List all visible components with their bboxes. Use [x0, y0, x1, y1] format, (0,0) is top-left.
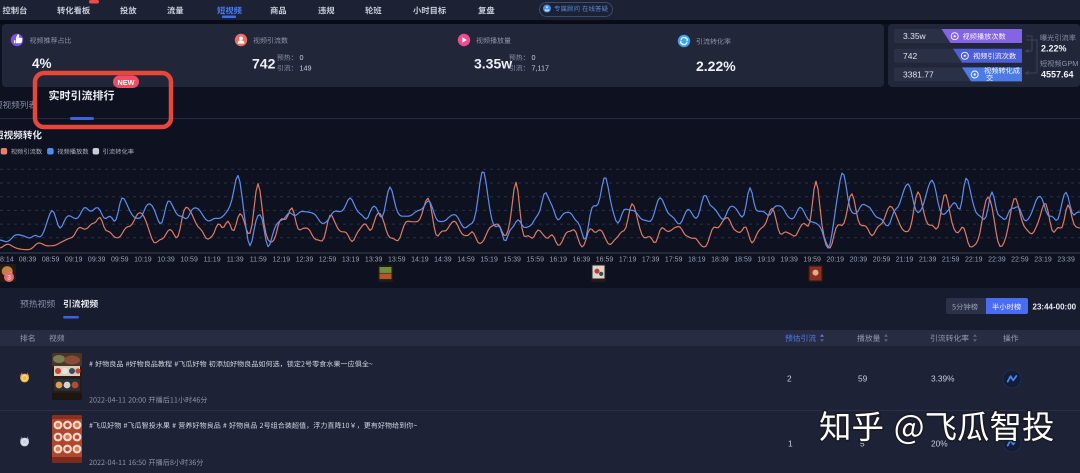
- svg-text:2.22%: 2.22%: [696, 58, 736, 74]
- svg-text:22:39: 22:39: [988, 257, 1006, 264]
- svg-text:23:44-00:00: 23:44-00:00: [1033, 303, 1077, 312]
- svg-text:17:19: 17:19: [619, 257, 637, 264]
- svg-text:4557.64: 4557.64: [1041, 69, 1074, 79]
- svg-text:15:39: 15:39: [503, 257, 521, 264]
- svg-text:12:59: 12:59: [319, 257, 337, 264]
- svg-text:20:19: 20:19: [827, 257, 845, 264]
- svg-text:15:59: 15:59: [527, 257, 545, 264]
- svg-text:23:19: 23:19: [1034, 257, 1052, 264]
- svg-text:18:19: 18:19: [688, 257, 706, 264]
- svg-text:19:59: 19:59: [803, 257, 821, 264]
- svg-text:21:39: 21:39: [919, 257, 937, 264]
- svg-text:16:19: 16:19: [550, 257, 568, 264]
- svg-text:NEW: NEW: [117, 78, 134, 87]
- svg-text:4%: 4%: [32, 56, 52, 71]
- svg-text:21:19: 21:19: [896, 257, 914, 264]
- svg-text:09:19: 09:19: [65, 257, 83, 264]
- svg-text:GPM: GPM: [1062, 59, 1079, 68]
- svg-text:13:59: 13:59: [388, 257, 406, 264]
- svg-text:11:19: 11:19: [204, 257, 221, 264]
- svg-text:20:59: 20:59: [873, 257, 891, 264]
- svg-text:10:59: 10:59: [180, 257, 198, 264]
- svg-text:18:39: 18:39: [711, 257, 729, 264]
- svg-text:3.39%: 3.39%: [931, 374, 955, 384]
- svg-text:18:59: 18:59: [734, 257, 752, 264]
- svg-text:13:19: 13:19: [342, 257, 360, 264]
- svg-text:2.22%: 2.22%: [1041, 43, 1067, 53]
- svg-text:742: 742: [252, 56, 276, 72]
- svg-text:3: 3: [7, 275, 11, 282]
- svg-text:14:39: 14:39: [434, 257, 452, 264]
- svg-text:22:19: 22:19: [965, 257, 983, 264]
- svg-text:20%: 20%: [931, 439, 948, 449]
- svg-text:17:39: 17:39: [642, 257, 660, 264]
- svg-text:149: 149: [300, 64, 312, 73]
- svg-text:0: 0: [532, 53, 536, 62]
- svg-text:15:19: 15:19: [480, 257, 498, 264]
- svg-text:19:19: 19:19: [757, 257, 775, 264]
- svg-text:3.35w: 3.35w: [474, 56, 512, 72]
- svg-text:08:39: 08:39: [19, 257, 37, 264]
- svg-text:09:39: 09:39: [88, 257, 106, 264]
- svg-text:10:19: 10:19: [134, 257, 152, 264]
- svg-text:11:59: 11:59: [250, 257, 267, 264]
- svg-text:14:19: 14:19: [411, 257, 429, 264]
- svg-text:16:59: 16:59: [596, 257, 614, 264]
- svg-text:08:59: 08:59: [42, 257, 60, 264]
- svg-text:09:59: 09:59: [111, 257, 129, 264]
- svg-text:17:59: 17:59: [665, 257, 683, 264]
- svg-text:0: 0: [300, 53, 304, 62]
- svg-text:742: 742: [903, 51, 917, 61]
- svg-text:3.35w: 3.35w: [903, 31, 927, 41]
- svg-text:8:14: 8:14: [0, 257, 14, 264]
- svg-text:16:39: 16:39: [573, 257, 591, 264]
- svg-text:20:39: 20:39: [850, 257, 868, 264]
- svg-text:12:19: 12:19: [273, 257, 291, 264]
- svg-text:10:39: 10:39: [157, 257, 175, 264]
- svg-text:12:39: 12:39: [296, 257, 314, 264]
- svg-text:11:39: 11:39: [227, 257, 244, 264]
- svg-text:2: 2: [787, 374, 792, 384]
- svg-text:22:59: 22:59: [1011, 257, 1029, 264]
- svg-text:14:59: 14:59: [457, 257, 475, 264]
- svg-text:59: 59: [858, 374, 868, 384]
- svg-text:13:39: 13:39: [365, 257, 383, 264]
- svg-text:19:39: 19:39: [780, 257, 798, 264]
- svg-text:7,117: 7,117: [532, 64, 549, 73]
- svg-text:23:39: 23:39: [1057, 257, 1075, 264]
- svg-text:3381.77: 3381.77: [903, 70, 934, 80]
- svg-text:5: 5: [860, 439, 865, 449]
- svg-text:1: 1: [788, 439, 793, 449]
- svg-text:21:59: 21:59: [942, 257, 960, 264]
